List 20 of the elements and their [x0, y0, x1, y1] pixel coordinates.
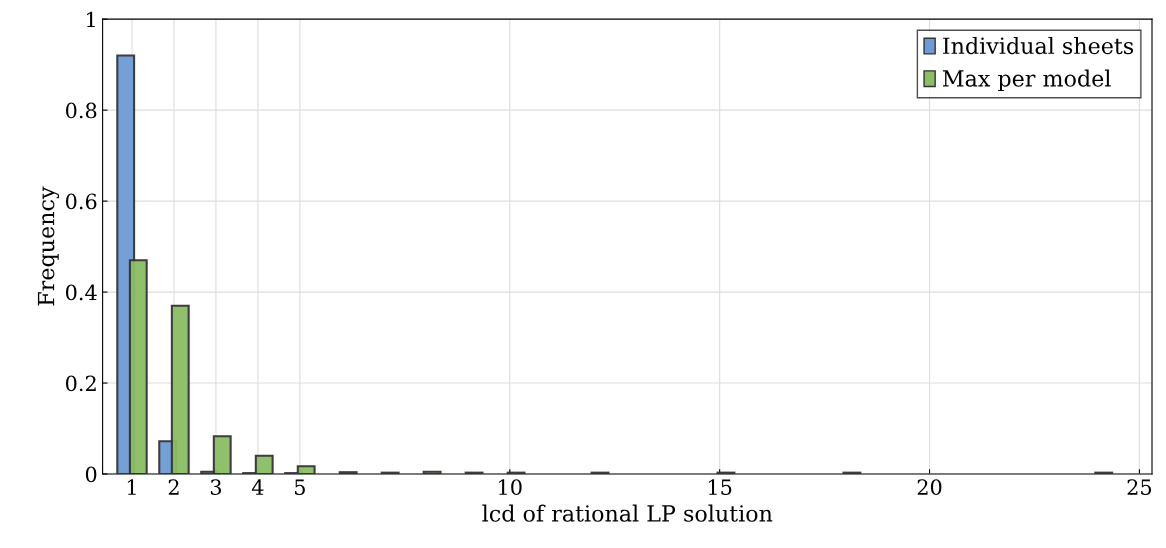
x-tick-label: 20 — [917, 479, 942, 496]
bar — [422, 470, 442, 475]
y-axis-title: Frequency — [37, 186, 60, 306]
x-tick-label: 2 — [168, 479, 179, 495]
x-axis-title: lcd of rational LP solution — [482, 504, 773, 522]
y-tick-label: 0.6 — [65, 193, 97, 210]
x-tick-label: 4 — [251, 479, 264, 495]
legend-label: Max per model — [942, 69, 1111, 92]
x-tick-label: 5 — [295, 479, 305, 496]
y-tick-label: 0.8 — [65, 102, 97, 119]
y-tick-label: 0 — [85, 466, 97, 483]
y-tick-label: 0.2 — [65, 375, 96, 392]
x-tick-label: 15 — [708, 479, 732, 496]
x-tick-label: 1 — [127, 479, 136, 495]
x-tick-label: 25 — [1127, 479, 1152, 496]
y-tick-label: 1 — [87, 11, 95, 28]
x-tick-label: 3 — [210, 479, 222, 496]
legend-label: Individual sheets — [943, 36, 1134, 55]
x-tick-label: 10 — [499, 479, 522, 496]
y-tick-label: 0.4 — [65, 284, 97, 301]
